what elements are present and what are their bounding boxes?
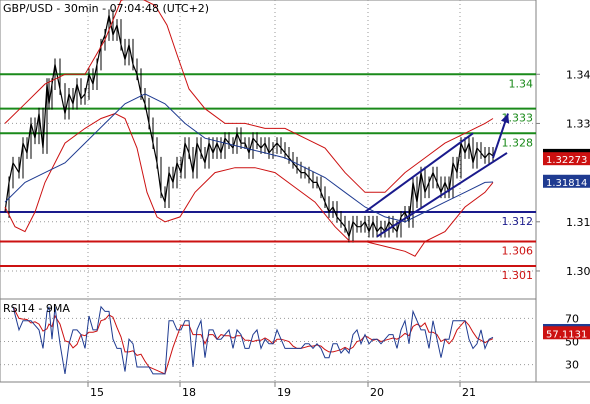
level-label: 1.333 — [502, 112, 534, 125]
axes: 15181920211.341.331.311.301.32341.322731… — [87, 68, 590, 399]
price-axis — [536, 0, 590, 382]
rsi-line — [12, 305, 494, 375]
level-label: 1.34 — [509, 77, 534, 90]
rsi-panel — [0, 298, 537, 383]
rsi-tick-label: 70 — [565, 312, 579, 325]
series — [4, 0, 494, 257]
rsi-tag-label: 57.1131 — [546, 329, 587, 340]
y-tick-label: 1.30 — [566, 265, 590, 278]
rsi-tick-label: 30 — [565, 359, 579, 372]
price-tag-label: 1.31814 — [546, 178, 587, 189]
series-bollinger-upper — [4, 0, 494, 193]
y-tick-label: 1.33 — [566, 117, 590, 130]
price-tag-label: 1.32273 — [546, 155, 587, 166]
channel — [364, 113, 510, 238]
x-tick-label: 21 — [462, 386, 476, 399]
y-tick-label: 1.31 — [566, 216, 590, 229]
x-tick-label: 20 — [370, 386, 384, 399]
price-tag: 1.32273 — [543, 152, 590, 166]
rsi-ma-line — [12, 306, 494, 375]
x-tick-label: 15 — [90, 386, 104, 399]
level-label: 1.312 — [502, 215, 534, 228]
channel-line — [364, 132, 474, 213]
trend-arrow-head — [500, 113, 510, 124]
rsi-tag: 57.1131 — [543, 326, 590, 340]
rsi-title: RSI14 - 9MA — [3, 302, 70, 315]
price-tag-box — [543, 174, 590, 188]
rsi-tag-box — [543, 326, 590, 340]
chart-title: GBP/USD - 30min - 07:04:48 (UTC+2) — [3, 2, 209, 15]
series-bollinger-lower — [4, 113, 494, 257]
series-moving-average — [4, 93, 494, 223]
level-label: 1.301 — [502, 269, 534, 282]
rsi-series — [12, 305, 494, 375]
x-tick-label: 18 — [182, 386, 196, 399]
level-label: 1.306 — [502, 244, 534, 257]
x-tick-label: 19 — [277, 386, 291, 399]
y-tick-label: 1.34 — [566, 68, 590, 81]
price-tag-box — [543, 152, 590, 166]
price-tag: 1.31814 — [543, 174, 590, 189]
channel-line — [376, 152, 508, 238]
level-label: 1.328 — [502, 136, 534, 149]
